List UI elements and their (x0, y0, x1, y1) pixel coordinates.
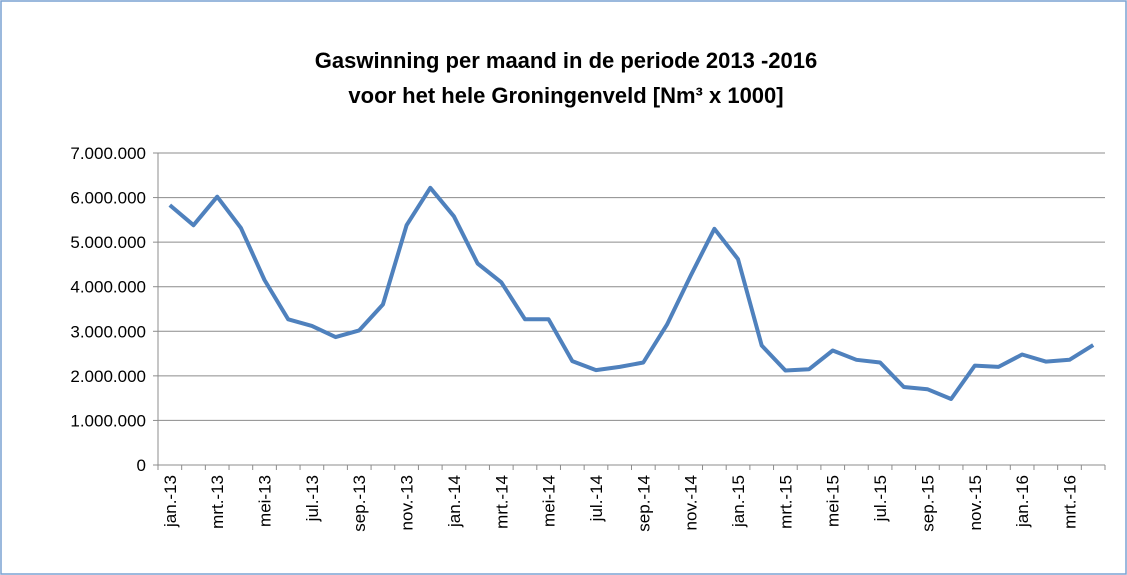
x-tick-label: jan.-13 (161, 475, 180, 528)
chart-title: Gaswinning per maand in de periode 2013 … (315, 48, 818, 73)
y-tick-label: 5.000.000 (70, 233, 146, 252)
x-tick-label: mei-13 (256, 475, 275, 527)
x-tick-label: sep.-14 (634, 475, 653, 532)
y-tick-label: 3.000.000 (70, 322, 146, 341)
x-tick-label: jul.-13 (303, 475, 322, 522)
y-tick-label: 7.000.000 (70, 144, 146, 163)
x-tick-label: jan.-14 (445, 475, 464, 528)
y-tick-label: 0 (137, 456, 146, 475)
x-tick-label: jul.-14 (587, 475, 606, 522)
x-tick-label: mei-15 (824, 475, 843, 527)
y-tick-label: 6.000.000 (70, 189, 146, 208)
x-tick-label: mrt.-14 (492, 475, 511, 529)
x-tick-label: sep.-13 (350, 475, 369, 532)
x-tick-label: mrt.-13 (208, 475, 227, 529)
x-tick-label: nov.-15 (966, 475, 985, 530)
data-line (168, 185, 1095, 401)
y-tick-label: 4.000.000 (70, 278, 146, 297)
x-tick-label: jan.-16 (1013, 475, 1032, 528)
y-tick-label: 2.000.000 (70, 367, 146, 386)
y-tick-label: 1.000.000 (70, 411, 146, 430)
chart-title: voor het hele Groningenveld [Nm³ x 1000] (348, 83, 783, 108)
x-tick-label: nov.-14 (682, 475, 701, 530)
x-tick-label: mei-14 (540, 475, 559, 527)
x-tick-label: mrt.-15 (776, 475, 795, 529)
x-tick-label: jul.-15 (871, 475, 890, 522)
x-tick-label: mrt.-16 (1060, 475, 1079, 529)
x-tick-label: sep.-15 (918, 475, 937, 532)
x-tick-label: nov.-13 (398, 475, 417, 530)
x-tick-label: jan.-15 (729, 475, 748, 528)
